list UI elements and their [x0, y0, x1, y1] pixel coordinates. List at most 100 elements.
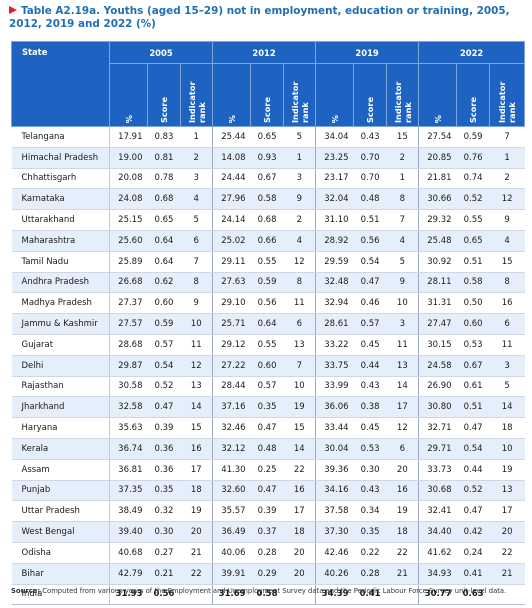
score-cell: 0.55 — [456, 209, 490, 231]
score-cell: 0.59 — [250, 272, 284, 294]
state-name-cell: Andhra Pradesh — [11, 272, 110, 294]
score-cell: 0.56 — [147, 584, 181, 606]
score-cell: 0.65 — [147, 209, 181, 231]
state-name-cell: Tamil Nadu — [11, 251, 110, 273]
rank-cell: 22 — [386, 542, 419, 564]
table-row: Tamil Nadu 25.89 0.64 7 29.11 0.55 12 29.59 0.54… — [11, 251, 525, 273]
score-cell: 0.64 — [250, 313, 284, 335]
percent-cell: 42.46 — [315, 542, 354, 564]
table-row: Uttar Pradesh 38.49 0.32 19 35.57 0.39 17 37.58… — [11, 500, 525, 523]
state-column-header: State — [11, 41, 110, 127]
percent-cell: 37.30 — [315, 521, 354, 543]
score-cell: 0.38 — [353, 396, 387, 419]
score-cell: 0.36 — [147, 459, 181, 481]
score-cell: 0.51 — [456, 396, 490, 419]
percent-header-2019: % — [315, 63, 355, 127]
score-cell: 0.44 — [456, 459, 490, 481]
rank-cell: 10 — [386, 292, 419, 315]
rank-cell: 18 — [489, 417, 525, 439]
percent-cell: 34.93 — [418, 563, 457, 585]
percent-cell: 36.81 — [109, 459, 148, 481]
rank-cell: 2 — [386, 147, 419, 169]
percent-cell: 32.48 — [315, 272, 354, 294]
rank-cell: 15 — [489, 251, 525, 273]
rank-cell: 19 — [180, 500, 213, 523]
percent-cell: 27.22 — [212, 355, 251, 377]
percent-cell: 23.25 — [315, 147, 354, 169]
table-row: Rajasthan 30.58 0.52 13 28.44 0.57 10 33.99 0.43… — [11, 376, 525, 398]
rank-cell: 3 — [283, 168, 316, 190]
score-cell: 0.29 — [250, 563, 284, 585]
rank-cell: 7 — [489, 126, 525, 148]
rank-cell: 5 — [489, 376, 525, 398]
table-row: Andhra Pradesh 26.68 0.62 8 27.63 0.59 8 32.48 0… — [11, 272, 525, 294]
score-cell: 0.59 — [456, 126, 490, 148]
score-cell: 0.47 — [147, 396, 181, 419]
state-name-cell: Kerala — [11, 438, 110, 460]
rank-cell: 7 — [283, 355, 316, 377]
percent-cell: 24.58 — [418, 355, 457, 377]
score-cell: 0.53 — [353, 438, 387, 460]
score-cell: 0.76 — [456, 147, 490, 169]
rank-cell: 22 — [283, 459, 316, 481]
rank-cell: 14 — [283, 438, 316, 460]
table-row: Assam 36.81 0.36 17 41.30 0.25 22 39.36 0.30 20 33… — [11, 459, 525, 481]
state-name-cell: Gujarat — [11, 334, 110, 356]
percent-header-2022: % — [418, 63, 458, 127]
state-name-cell: Himachal Pradesh — [11, 147, 110, 169]
score-cell: 0.93 — [250, 147, 284, 169]
score-cell: 0.81 — [147, 147, 181, 169]
percent-cell: 28.11 — [418, 272, 457, 294]
table-row: Madhya Pradesh 27.37 0.60 9 29.10 0.56 11 32.94… — [11, 292, 525, 315]
indicator-rank-header-label: Indicator rank — [392, 81, 413, 124]
percent-cell: 34.39 — [315, 584, 354, 606]
percent-cell: 37.35 — [109, 480, 148, 502]
score-cell: 0.27 — [147, 542, 181, 564]
table-row: Chhattisgarh 20.08 0.78 3 24.44 0.67 3 23.17 0.7… — [11, 168, 525, 190]
rank-cell: 19 — [283, 396, 316, 419]
rank-cell: 19 — [489, 459, 525, 481]
percent-cell: 35.63 — [109, 417, 148, 439]
rank-cell: 18 — [180, 480, 213, 502]
score-cell: 0.47 — [456, 417, 490, 439]
rank-cell: 8 — [386, 188, 419, 211]
rank-cell: 8 — [180, 272, 213, 294]
score-cell: 0.55 — [250, 251, 284, 273]
percent-cell: 30.58 — [109, 376, 148, 398]
rank-cell: 12 — [386, 417, 419, 439]
state-name-cell: Maharashtra — [11, 230, 110, 252]
rank-cell: 6 — [386, 438, 419, 460]
rank-cell: 21 — [180, 542, 213, 564]
percent-cell: 40.06 — [212, 542, 251, 564]
score-cell: 0.70 — [353, 168, 387, 190]
rank-cell: 9 — [180, 292, 213, 315]
rank-cell: 10 — [489, 438, 525, 460]
rank-cell: 20 — [386, 459, 419, 481]
rank-cell: 11 — [283, 292, 316, 315]
state-name-cell: Assam — [11, 459, 110, 481]
rank-cell: 7 — [180, 251, 213, 273]
table-row: Bihar 42.79 0.21 22 39.91 0.29 20 40.26 0.28 21 34… — [11, 563, 525, 585]
percent-cell: 25.60 — [109, 230, 148, 252]
score-header-2022: Score — [456, 63, 491, 127]
rank-cell: 22 — [180, 563, 213, 585]
table-body: Telangana 17.91 0.83 1 25.44 0.65 5 34.04 0.43 15… — [11, 126, 525, 606]
score-header-label: Score — [468, 97, 479, 123]
rank-cell: 12 — [180, 355, 213, 377]
percent-cell: 32.04 — [315, 188, 354, 211]
score-cell: 0.47 — [456, 500, 490, 523]
rank-cell: 3 — [180, 168, 213, 190]
percent-cell: 30.77 — [418, 584, 457, 606]
score-cell: 0.65 — [456, 230, 490, 252]
rank-cell: 14 — [386, 376, 419, 398]
rank-cell: 3 — [489, 355, 525, 377]
percent-cell: 37.16 — [212, 396, 251, 419]
percent-cell: 29.10 — [212, 292, 251, 315]
rank-cell: 5 — [180, 209, 213, 231]
percent-cell: 25.89 — [109, 251, 148, 273]
percent-cell: 36.06 — [315, 396, 354, 419]
rank-cell: 17 — [386, 396, 419, 419]
score-cell: 0.62 — [147, 272, 181, 294]
percent-cell: 30.15 — [418, 334, 457, 356]
percent-cell: 41.30 — [212, 459, 251, 481]
